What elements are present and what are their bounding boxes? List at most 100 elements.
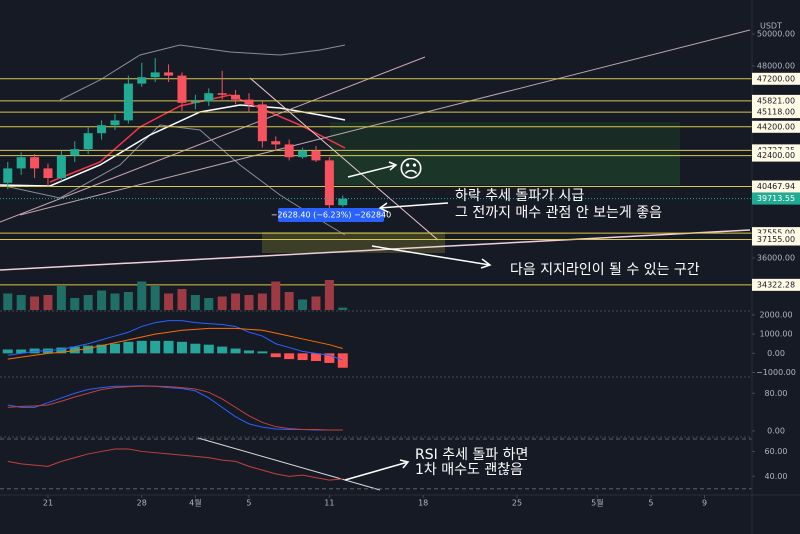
histogram-bar bbox=[270, 353, 281, 358]
level-label: 47200.00 bbox=[757, 74, 795, 83]
candle-body bbox=[338, 198, 348, 206]
candle-body bbox=[177, 75, 187, 103]
level-label: 45118.00 bbox=[757, 108, 795, 117]
volume-bar bbox=[284, 292, 294, 310]
y-tick-label: −1000.00 bbox=[756, 368, 796, 377]
level-label: 44200.00 bbox=[757, 122, 795, 131]
histogram-bar bbox=[324, 353, 335, 363]
y-tick-label: 1000.00 bbox=[759, 330, 792, 339]
y-tick-label: 0.00 bbox=[767, 349, 785, 358]
candle-body bbox=[83, 133, 93, 150]
histogram-bar bbox=[150, 340, 161, 354]
y-tick-label: 80.00 bbox=[765, 389, 788, 398]
candle-body bbox=[70, 149, 80, 156]
candle-body bbox=[324, 160, 334, 206]
candle-body bbox=[231, 94, 241, 100]
indicator-line bbox=[7, 327, 343, 360]
histogram-bar bbox=[190, 343, 201, 354]
indicator-line bbox=[7, 320, 343, 361]
level-label-box bbox=[752, 106, 800, 119]
volume-bar bbox=[190, 295, 200, 310]
volume-bar bbox=[244, 295, 254, 310]
annotation: 하락 추세 돌파가 시급 bbox=[455, 188, 584, 204]
indicator-line bbox=[7, 385, 343, 431]
candle-body bbox=[123, 83, 133, 121]
band-upper bbox=[59, 44, 346, 101]
volume-bar bbox=[150, 286, 160, 310]
change-box bbox=[278, 208, 384, 222]
histogram-bar bbox=[109, 343, 120, 354]
volume-bar bbox=[70, 298, 80, 310]
candle-body bbox=[43, 168, 53, 178]
histogram-bar bbox=[257, 351, 268, 354]
last-price-box bbox=[752, 192, 800, 205]
x-tick-label: 21 bbox=[43, 499, 53, 508]
arrow bbox=[378, 202, 449, 213]
volume-bar bbox=[83, 295, 93, 310]
volume-bar bbox=[324, 280, 334, 310]
annotation: 그 전까지 매수 관점 안 보는게 좋음 bbox=[455, 205, 662, 221]
histogram-bar bbox=[2, 349, 13, 354]
volume-bar bbox=[311, 296, 321, 310]
volume-bar bbox=[3, 293, 13, 310]
candle-body bbox=[271, 141, 281, 145]
volume-bar bbox=[271, 281, 281, 310]
volume-bar bbox=[257, 293, 267, 310]
histogram-bar bbox=[217, 346, 228, 354]
volume-bar bbox=[123, 292, 133, 310]
volume-bar bbox=[43, 295, 53, 310]
candle-body bbox=[311, 150, 321, 161]
level-label: 37555.00 bbox=[757, 229, 795, 238]
histogram-bar bbox=[176, 341, 187, 354]
candle-body bbox=[137, 77, 147, 84]
plot: −2628.40 (−6.23%) −262840 bbox=[0, 58, 752, 490]
support-zone bbox=[262, 232, 445, 253]
currency: USDT bbox=[760, 22, 782, 31]
arrows bbox=[344, 161, 492, 481]
candle-body bbox=[257, 104, 267, 142]
level-label: 45821.00 bbox=[757, 96, 795, 105]
volume-bar bbox=[16, 295, 26, 310]
histogram-bar bbox=[56, 347, 67, 354]
annotation: 1차 매수도 괜찮음 bbox=[415, 462, 523, 478]
histogram-bar bbox=[96, 344, 107, 354]
x-tick-label: 25 bbox=[512, 499, 522, 508]
volume-bar bbox=[298, 299, 308, 310]
trend-line bbox=[0, 56, 426, 223]
candle-body bbox=[150, 72, 160, 78]
volume-bar bbox=[338, 307, 348, 310]
zone bbox=[330, 152, 680, 185]
histogram-bar bbox=[284, 353, 295, 360]
x-tick-label: 4월 bbox=[189, 498, 201, 508]
x-tick-label: 28 bbox=[137, 499, 147, 508]
histogram-bar bbox=[16, 349, 27, 354]
trend-line bbox=[249, 77, 439, 241]
candle-body bbox=[244, 99, 254, 105]
x-tick-label: 11 bbox=[324, 499, 334, 508]
x-tick-label: 18 bbox=[418, 499, 428, 508]
candle-body bbox=[110, 120, 120, 126]
trend-line bbox=[0, 229, 751, 271]
y-tick-label: 36000.00 bbox=[757, 254, 795, 263]
x-tick-label: 5 bbox=[648, 499, 653, 508]
icon: ☹ bbox=[398, 155, 423, 183]
level-label-box bbox=[752, 233, 800, 246]
volume-bar bbox=[56, 286, 66, 310]
x-tick-label: 5 bbox=[246, 499, 251, 508]
arrow bbox=[347, 161, 398, 178]
trend-line bbox=[19, 29, 751, 216]
level-label-box bbox=[752, 180, 800, 193]
level-label-box bbox=[752, 72, 800, 85]
candle-body bbox=[284, 144, 294, 158]
histogram-bar bbox=[297, 353, 308, 361]
y-tick-label: 40.00 bbox=[765, 472, 788, 481]
histogram-bar bbox=[337, 353, 348, 368]
histogram-bar bbox=[230, 348, 241, 354]
histogram-bar bbox=[136, 340, 147, 354]
histogram-bar bbox=[310, 353, 321, 362]
volume-bar bbox=[177, 289, 187, 310]
trend-line bbox=[197, 437, 381, 491]
volume-bar bbox=[231, 293, 241, 310]
x-tick-label: 9 bbox=[702, 499, 707, 508]
